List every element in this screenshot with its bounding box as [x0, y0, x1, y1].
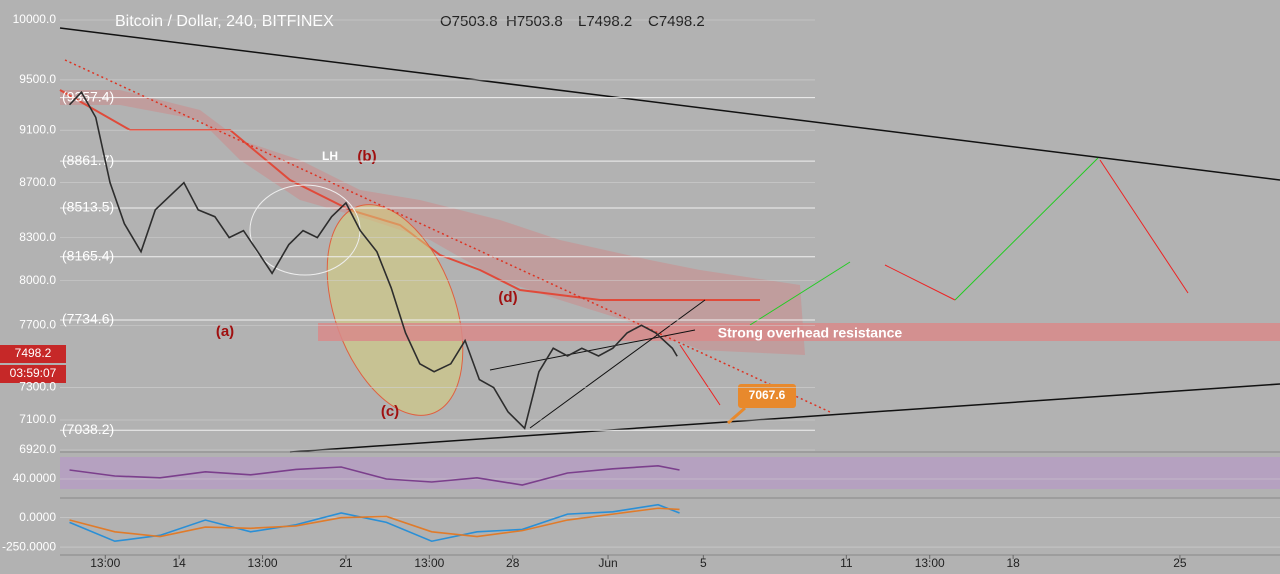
series-line [69, 464, 680, 486]
annotation: Strong overhead resistance [718, 325, 903, 341]
rsi-band [60, 457, 1280, 489]
arrow [954, 157, 1099, 301]
annotation: (d) [498, 289, 517, 306]
callout-pointer [727, 406, 746, 425]
trend-line [289, 383, 1280, 453]
resistance-zone [318, 323, 1280, 341]
level-label: (9357.4) [62, 88, 114, 104]
y-tick-label: 40.0000 [13, 471, 57, 485]
arrow [884, 264, 956, 301]
x-tick-label: 28 [506, 556, 520, 570]
annotation: LH [322, 149, 338, 163]
y-tick-label: 7700.0 [19, 317, 56, 331]
y-tick-label: 8700.0 [19, 175, 56, 189]
x-tick-label: 13:00 [248, 556, 278, 570]
level-label: (8513.5) [62, 199, 114, 215]
annotation: 7067.6 [749, 388, 786, 402]
x-tick-label: 5 [700, 556, 707, 570]
y-tick-label: 10000.0 [13, 12, 57, 26]
y-tick-label: 7100.0 [19, 412, 56, 426]
ohlc: O7503.8 [440, 13, 498, 30]
level-label: (7038.2) [62, 421, 114, 437]
ohlc: L7498.2 [578, 13, 632, 30]
callout [738, 384, 796, 408]
x-tick-label: 13:00 [915, 556, 945, 570]
x-tick-label: 21 [339, 556, 353, 570]
arrow [1099, 159, 1189, 294]
annotation: (a) [216, 323, 234, 340]
y-tick-label: 0.0000 [19, 510, 56, 524]
level-label: (7734.6) [62, 311, 114, 327]
level-label: (8861.7) [62, 152, 114, 168]
level-label: (8165.4) [62, 247, 114, 263]
y-tick-label: 9500.0 [19, 72, 56, 86]
cloud [60, 90, 805, 355]
y-tick-label: 8000.0 [19, 273, 56, 287]
x-tick-label: 13:00 [414, 556, 444, 570]
series-line [68, 90, 678, 430]
ohlc: C7498.2 [648, 13, 705, 30]
series-line [69, 503, 680, 543]
chart-title: Bitcoin / Dollar, 240, BITFINEX [115, 13, 334, 30]
x-tick-label: Jun [598, 556, 617, 570]
x-tick-label: 25 [1173, 556, 1187, 570]
countdown: 03:59:07 [10, 366, 57, 380]
series-line [69, 507, 680, 538]
y-tick-label: -250.0000 [2, 539, 56, 553]
ohlc: H7503.8 [506, 13, 563, 30]
arrow [749, 261, 851, 326]
last-price: 7498.2 [15, 346, 52, 360]
annotation: (c) [381, 403, 399, 420]
countdown-tag [0, 365, 66, 383]
x-tick-label: 11 [840, 556, 853, 570]
x-tick-label: 14 [172, 556, 186, 570]
trend-line [59, 27, 1280, 181]
y-tick-label: 7300.0 [19, 380, 56, 394]
x-tick-label: 13:00 [90, 556, 120, 570]
dotted-trend [64, 59, 831, 413]
y-tick-label: 8300.0 [19, 230, 56, 244]
price-tag [0, 345, 66, 363]
x-tick-label: 18 [1006, 556, 1020, 570]
wedge-line [529, 299, 706, 429]
arrow [679, 344, 721, 406]
y-tick-label: 6920.0 [19, 442, 56, 456]
annotation: (b) [357, 148, 376, 165]
y-tick-label: 9100.0 [19, 122, 56, 136]
